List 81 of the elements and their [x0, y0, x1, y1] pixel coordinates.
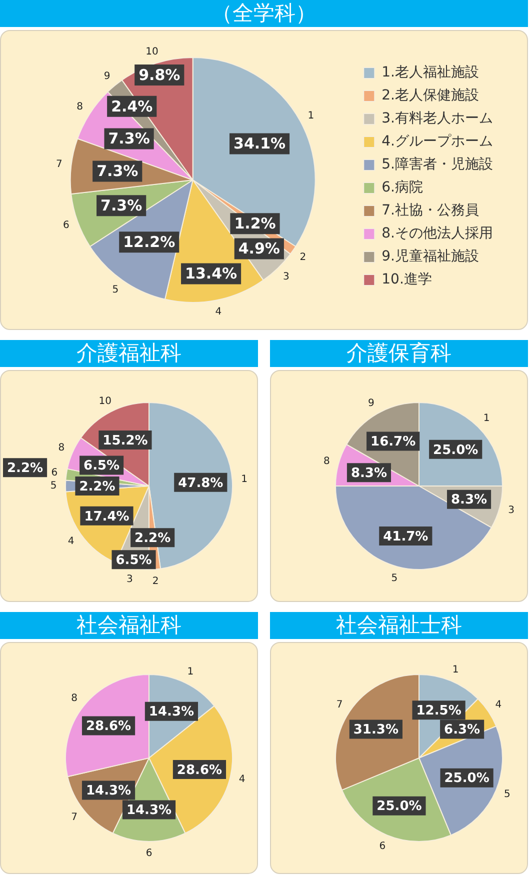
legend-label: 9.児童福祉施設 [382, 248, 479, 265]
data-label: 25.0% [433, 442, 478, 458]
slice-label: 2 [152, 576, 159, 587]
data-label: 6.3% [444, 722, 480, 738]
slice-label: 7 [71, 812, 78, 824]
data-label: 28.6% [176, 762, 222, 778]
slice-label: 8 [58, 442, 65, 454]
legend-label: 2.老人保健施設 [382, 88, 479, 104]
legend-label: 7.社協・公務員 [382, 202, 479, 219]
data-label: 7.3% [100, 196, 142, 215]
text: 7 [56, 159, 62, 170]
text: 5 [112, 284, 119, 296]
data-label: 14.3% [86, 784, 132, 799]
data-label: 6.5% [84, 458, 120, 474]
text: 2 [300, 252, 306, 263]
chart-title: 介護保育科 [270, 340, 528, 367]
data-label: 12.5% [416, 704, 462, 719]
data-label: 2.2% [134, 531, 171, 546]
data-label: 14.3% [148, 704, 194, 720]
slice-label: 1 [187, 666, 194, 678]
data-label: 15.2% [102, 433, 148, 448]
data-label: 28.6% [86, 719, 132, 734]
slice-label: 7 [336, 700, 343, 711]
slice-label: 4 [68, 536, 74, 547]
slice-label: 1 [483, 413, 490, 424]
text: 3 [283, 271, 290, 282]
data-label: 6.5% [116, 552, 152, 568]
slice-label: 4 [495, 700, 502, 711]
text: 6 [63, 220, 70, 231]
text: 10 [146, 46, 158, 58]
data-label: 8.3% [450, 492, 488, 508]
legend-label: 5.障害者・児施設 [382, 156, 493, 173]
data-label: 8.3% [350, 466, 388, 482]
legend-label: 10.進学 [382, 272, 432, 288]
text: 1 [308, 110, 314, 122]
slice-label: 5 [391, 572, 398, 584]
slice-label: 3 [508, 505, 514, 516]
data-label: 41.7% [383, 529, 428, 544]
slice-label: 6 [146, 848, 152, 860]
text: 8 [76, 102, 84, 113]
data-label: 2.2% [79, 479, 116, 494]
data-label: 1.2% [234, 214, 276, 233]
legend-label: 6.病院 [382, 180, 423, 196]
slice-label: 1 [452, 664, 459, 676]
slice-label: 1 [241, 474, 248, 485]
legend-label: 8.その他法人採用 [382, 226, 493, 242]
data-label: 7.3% [96, 162, 138, 180]
slice-label: 8 [71, 693, 78, 704]
data-label: 14.3% [126, 803, 172, 818]
data-label: 25.0% [444, 771, 490, 786]
data-label: 2.2% [6, 460, 44, 476]
slice-label: 5 [50, 480, 57, 492]
legend-label: 3.有料老人ホーム [382, 110, 493, 127]
slice-label: 10 [98, 396, 112, 407]
slice-label: 5 [504, 789, 510, 800]
data-label: 34.1% [234, 134, 286, 153]
slice-label: 6 [379, 840, 386, 852]
data-label: 7.3% [108, 130, 150, 148]
data-label: 13.4% [185, 264, 238, 283]
slice-label: 3 [126, 574, 133, 586]
data-label: 47.8% [178, 476, 224, 491]
data-label: 2.4% [111, 97, 153, 116]
data-label: 25.0% [376, 799, 422, 814]
slice-label: 8 [324, 456, 330, 467]
legend-label: 1.老人福祉施設 [382, 64, 479, 81]
legend-label: 4.グループホーム [382, 134, 493, 150]
data-label: 31.3% [353, 722, 398, 738]
chart-title: 介護福祉科 [0, 340, 258, 367]
chart-title: 社会福祉科 [0, 612, 258, 639]
data-label: 16.7% [370, 434, 416, 450]
data-label: 12.2% [123, 233, 176, 251]
data-label: 4.9% [238, 240, 280, 258]
text: 9 [104, 71, 110, 82]
chart-title: （全学科） [0, 0, 528, 27]
text: 4 [215, 306, 222, 318]
chart-title: 社会福祉士科 [270, 612, 528, 639]
slice-label: 9 [368, 398, 374, 409]
slice-label: 4 [238, 774, 246, 785]
slice-label: 6 [51, 467, 58, 478]
data-label: 9.8% [138, 66, 180, 84]
data-label: 17.4% [84, 509, 130, 524]
